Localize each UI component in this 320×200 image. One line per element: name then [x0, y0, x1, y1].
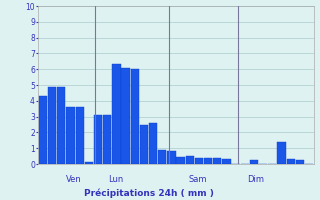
Text: Dim: Dim	[247, 175, 264, 184]
Bar	[94, 115, 102, 164]
Bar	[85, 162, 93, 164]
Bar	[167, 151, 176, 164]
Bar	[66, 107, 75, 164]
Bar	[140, 124, 148, 164]
Bar	[250, 160, 258, 164]
Bar	[277, 142, 286, 164]
Bar	[121, 68, 130, 164]
Bar	[48, 87, 56, 164]
Bar	[112, 64, 121, 164]
Bar	[57, 87, 66, 164]
Bar	[176, 157, 185, 164]
Bar	[195, 158, 203, 164]
Bar	[76, 107, 84, 164]
Bar	[213, 158, 221, 164]
Text: Lun: Lun	[108, 175, 123, 184]
Bar	[222, 159, 231, 164]
Bar	[296, 160, 304, 164]
Bar	[149, 123, 157, 164]
Bar	[131, 69, 139, 164]
Bar	[286, 159, 295, 164]
Text: Sam: Sam	[189, 175, 207, 184]
Bar	[158, 150, 166, 164]
Text: Précipitations 24h ( mm ): Précipitations 24h ( mm )	[84, 189, 213, 198]
Text: Ven: Ven	[66, 175, 82, 184]
Bar	[39, 96, 47, 164]
Bar	[204, 158, 212, 164]
Bar	[103, 115, 111, 164]
Bar	[186, 156, 194, 164]
